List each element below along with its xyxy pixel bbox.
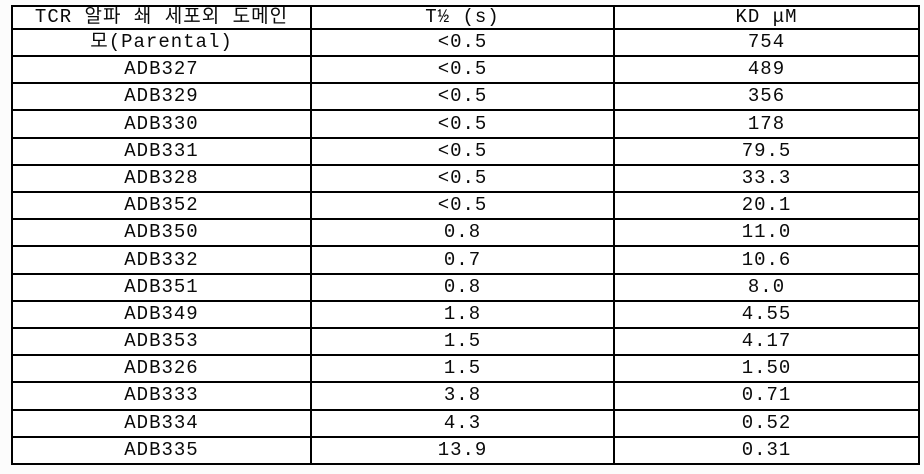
half-life-cell: 3.8 xyxy=(310,381,615,411)
half-life-cell: 0.7 xyxy=(310,245,615,275)
kd-cell: 489 xyxy=(613,55,920,85)
half-life-cell: <0.5 xyxy=(310,27,615,58)
half-life-cell: <0.5 xyxy=(310,109,615,139)
kd-cell: 8.0 xyxy=(613,272,920,302)
half-life-cell: 0.8 xyxy=(310,272,615,302)
variant-name-cell: ADB327 xyxy=(11,55,312,85)
table-row: ADB332 0.7 10.6 xyxy=(11,245,920,275)
kd-cell: 178 xyxy=(613,109,920,139)
kd-cell: 1.50 xyxy=(613,354,920,384)
half-life-cell: 1.8 xyxy=(310,299,615,329)
half-life-cell: 0.8 xyxy=(310,218,615,248)
half-life-cell: <0.5 xyxy=(310,136,615,166)
half-life-cell: <0.5 xyxy=(310,163,615,194)
kd-cell: 4.55 xyxy=(613,299,920,329)
kd-cell: 0.52 xyxy=(613,408,920,438)
table-row: ADB334 4.3 0.52 xyxy=(11,408,920,438)
table-row: ADB353 1.5 4.17 xyxy=(11,326,920,357)
table-row: ADB350 0.8 11.0 xyxy=(11,218,920,248)
kd-cell: 0.31 xyxy=(613,435,920,466)
kd-cell: 356 xyxy=(613,82,920,112)
half-life-cell: <0.5 xyxy=(310,82,615,112)
table-row: ADB326 1.5 1.50 xyxy=(11,354,920,384)
variant-name-cell: ADB334 xyxy=(11,408,312,438)
table-row: ADB328 <0.5 33.3 xyxy=(11,163,920,194)
variant-name-cell: ADB350 xyxy=(11,218,312,248)
kd-cell: 4.17 xyxy=(613,326,920,357)
half-life-cell: <0.5 xyxy=(310,191,615,221)
table-row: ADB351 0.8 8.0 xyxy=(11,272,920,302)
table-row: ADB335 13.9 0.31 xyxy=(11,435,920,466)
kd-cell: 11.0 xyxy=(613,218,920,248)
table-body: 모(Parental) <0.5 754 ADB327 <0.5 489 ADB329 <0.… xyxy=(11,27,920,466)
variant-name-cell: ADB352 xyxy=(11,191,312,221)
table-row: ADB330 <0.5 178 xyxy=(11,109,920,139)
variant-name-cell: ADB330 xyxy=(11,109,312,139)
variant-name-cell: 모(Parental) xyxy=(11,27,312,58)
tcr-binding-kinetics-table: TCR 알파 쇄 세포외 도메인 T½ (s) KD μM 모(Parental… xyxy=(11,5,920,466)
variant-name-cell: ADB326 xyxy=(11,354,312,384)
table-row: ADB349 1.8 4.55 xyxy=(11,299,920,329)
kd-cell: 33.3 xyxy=(613,163,920,194)
half-life-cell: 1.5 xyxy=(310,326,615,357)
half-life-cell: 4.3 xyxy=(310,408,615,438)
variant-name-cell: ADB328 xyxy=(11,163,312,194)
table-row: 모(Parental) <0.5 754 xyxy=(11,27,920,58)
table-row: ADB327 <0.5 489 xyxy=(11,55,920,85)
variant-name-cell: ADB329 xyxy=(11,82,312,112)
header-row: TCR 알파 쇄 세포외 도메인 T½ (s) KD μM xyxy=(11,5,920,30)
kd-cell: 10.6 xyxy=(613,245,920,275)
variant-name-cell: ADB351 xyxy=(11,272,312,302)
variant-name-cell: ADB335 xyxy=(11,435,312,466)
variant-name-cell: ADB353 xyxy=(11,326,312,357)
col-header-kd: KD μM xyxy=(613,5,920,30)
half-life-cell: 1.5 xyxy=(310,354,615,384)
kd-cell: 754 xyxy=(613,27,920,58)
kd-cell: 0.71 xyxy=(613,381,920,411)
table-row: ADB331 <0.5 79.5 xyxy=(11,136,920,166)
half-life-cell: 13.9 xyxy=(310,435,615,466)
table-row: ADB329 <0.5 356 xyxy=(11,82,920,112)
table-row: ADB352 <0.5 20.1 xyxy=(11,191,920,221)
variant-name-cell: ADB333 xyxy=(11,381,312,411)
table-row: ADB333 3.8 0.71 xyxy=(11,381,920,411)
col-header-domain: TCR 알파 쇄 세포외 도메인 xyxy=(11,5,312,30)
variant-name-cell: ADB332 xyxy=(11,245,312,275)
variant-name-cell: ADB331 xyxy=(11,136,312,166)
variant-name-cell: ADB349 xyxy=(11,299,312,329)
col-header-half-life: T½ (s) xyxy=(310,5,615,30)
kd-cell: 79.5 xyxy=(613,136,920,166)
half-life-cell: <0.5 xyxy=(310,55,615,85)
kd-cell: 20.1 xyxy=(613,191,920,221)
